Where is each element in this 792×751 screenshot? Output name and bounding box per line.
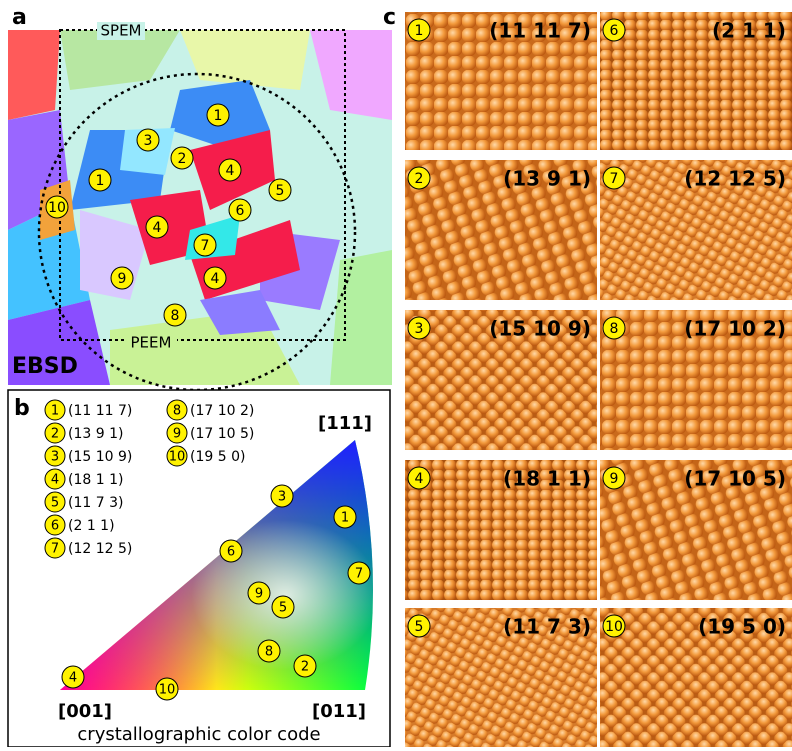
legend-text: (17 10 2) xyxy=(190,403,254,419)
marker-number: 9 xyxy=(255,587,263,602)
marker-number: 5 xyxy=(51,496,59,511)
marker-number: 5 xyxy=(279,601,287,616)
marker-number: 8 xyxy=(171,308,180,324)
marker-number: 4 xyxy=(153,220,162,236)
marker-number: 8 xyxy=(610,321,619,337)
marker-number: 8 xyxy=(265,645,273,660)
marker-number: 10 xyxy=(159,683,176,698)
marker-number: 5 xyxy=(276,183,285,199)
marker-number: 5 xyxy=(415,619,424,635)
figure: a SPEM PEEM EBSD b [111] [001] [011] cry… xyxy=(0,0,792,747)
marker-number: 2 xyxy=(415,171,424,187)
tile-label: (13 9 1) xyxy=(503,167,591,191)
marker-number: 9 xyxy=(118,271,127,287)
marker-number: 3 xyxy=(415,321,424,337)
legend-text: (2 1 1) xyxy=(68,518,115,534)
marker-number: 2 xyxy=(178,151,187,167)
marker-number: 4 xyxy=(226,163,235,179)
marker-number: 4 xyxy=(51,473,59,488)
tile-label: (17 10 5) xyxy=(684,467,786,491)
legend-text: (19 5 0) xyxy=(190,449,245,465)
marker-number: 3 xyxy=(144,133,153,149)
marker-number: 10 xyxy=(169,450,186,465)
marker-number: 7 xyxy=(355,567,363,582)
tile-label: (18 1 1) xyxy=(503,467,591,491)
marker-number: 6 xyxy=(51,519,59,534)
tile-label: (2 1 1) xyxy=(712,19,786,43)
marker-number: 10 xyxy=(605,619,623,635)
marker-number: 6 xyxy=(227,545,235,560)
corner-label: [001] xyxy=(58,701,112,722)
legend-text: (12 12 5) xyxy=(68,541,132,557)
tile-label: (11 7 3) xyxy=(503,615,591,639)
marker-number: 4 xyxy=(69,671,77,686)
tile-label: (12 12 5) xyxy=(684,167,786,191)
marker-number: 1 xyxy=(415,23,424,39)
corner-label: [111] xyxy=(318,413,372,434)
marker-number: 7 xyxy=(51,542,59,557)
legend-text: (18 1 1) xyxy=(68,472,123,488)
legend-text: (15 10 9) xyxy=(68,449,132,465)
marker-number: 1 xyxy=(214,108,223,124)
marker-number: 6 xyxy=(236,203,245,219)
page: a SPEM PEEM EBSD b [111] [001] [011] cry… xyxy=(0,0,792,751)
marker-number: 10 xyxy=(48,200,66,216)
tile-label: (11 11 7) xyxy=(489,19,591,43)
marker-number: 3 xyxy=(278,490,286,505)
tile-label: (19 5 0) xyxy=(698,615,786,639)
marker-number: 4 xyxy=(211,271,220,287)
marker-number: 1 xyxy=(51,404,59,419)
marker-number: 1 xyxy=(96,173,105,189)
corner-label: [011] xyxy=(312,701,366,722)
peem-label: PEEM xyxy=(131,334,172,352)
marker-number: 9 xyxy=(610,471,619,487)
ebsd-label: EBSD xyxy=(12,354,78,379)
panel-label: b xyxy=(14,396,30,421)
marker-number: 8 xyxy=(173,404,181,419)
marker-number: 7 xyxy=(610,171,619,187)
marker-number: 9 xyxy=(173,427,181,442)
marker-number: 6 xyxy=(610,23,619,39)
legend-text: (13 9 1) xyxy=(68,426,123,442)
marker-number: 2 xyxy=(51,427,59,442)
marker-number: 2 xyxy=(301,660,309,675)
marker-number: 1 xyxy=(341,511,349,526)
marker-number: 4 xyxy=(415,471,424,487)
panel-label: c xyxy=(383,5,396,30)
marker-number: 3 xyxy=(51,450,59,465)
legend-text: (11 11 7) xyxy=(68,403,132,419)
legend-text: (11 7 3) xyxy=(68,495,123,511)
legend-text: (17 10 5) xyxy=(190,426,254,442)
spem-label: SPEM xyxy=(101,22,142,40)
panel-label: a xyxy=(12,5,27,30)
tile-label: (15 10 9) xyxy=(489,317,591,341)
caption: crystallographic color code xyxy=(77,724,320,745)
marker-number: 7 xyxy=(201,238,210,254)
tile-label: (17 10 2) xyxy=(684,317,786,341)
